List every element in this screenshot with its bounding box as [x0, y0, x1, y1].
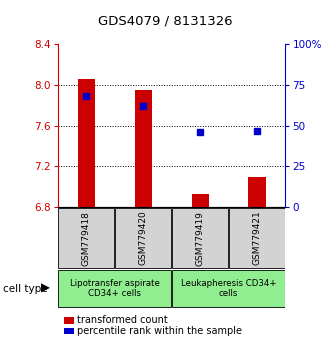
- Bar: [58, 208, 114, 268]
- Text: Lipotransfer aspirate
CD34+ cells: Lipotransfer aspirate CD34+ cells: [70, 279, 160, 298]
- Bar: [248, 177, 266, 207]
- Text: GDS4079 / 8131326: GDS4079 / 8131326: [98, 14, 232, 27]
- Text: percentile rank within the sample: percentile rank within the sample: [77, 326, 242, 336]
- Bar: [78, 79, 95, 207]
- Bar: [115, 208, 171, 268]
- Bar: [172, 270, 285, 307]
- Text: Leukapheresis CD34+
cells: Leukapheresis CD34+ cells: [181, 279, 276, 298]
- Bar: [135, 90, 152, 207]
- Text: GSM779420: GSM779420: [139, 211, 148, 266]
- Text: GSM779421: GSM779421: [252, 211, 261, 266]
- Bar: [191, 194, 209, 207]
- Text: cell type: cell type: [3, 284, 48, 293]
- Bar: [172, 208, 228, 268]
- Text: transformed count: transformed count: [77, 315, 168, 325]
- Text: GSM779418: GSM779418: [82, 211, 91, 266]
- Bar: [58, 270, 171, 307]
- Text: GSM779419: GSM779419: [196, 211, 205, 266]
- Text: ▶: ▶: [41, 282, 50, 295]
- Bar: [229, 208, 285, 268]
